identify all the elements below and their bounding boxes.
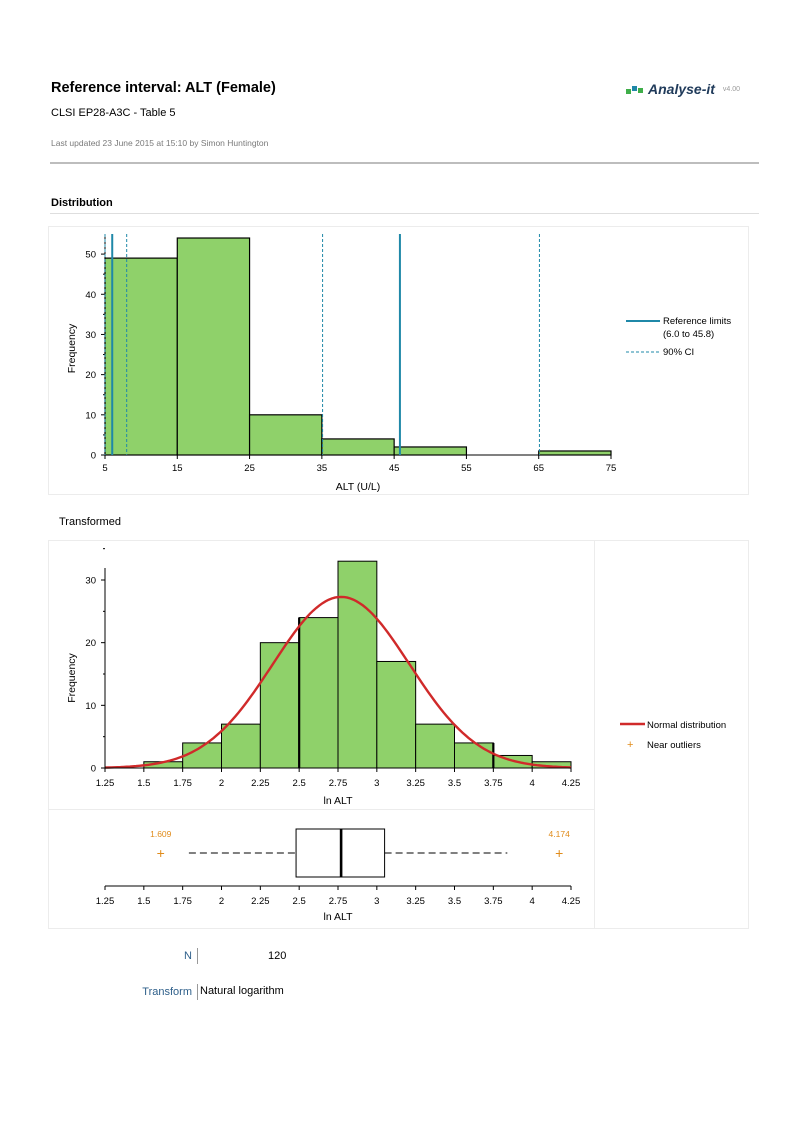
x-tick-label: 1.5 [137, 778, 150, 789]
section-divider [50, 213, 759, 214]
x-tick-label: 45 [389, 463, 400, 474]
y-tick-label: 30 [85, 576, 96, 587]
near-outlier-marker: + [555, 845, 563, 861]
histogram-bar [538, 450, 612, 456]
boxplot-x-tick-label: 2 [219, 896, 224, 907]
boxplot-x-tick-label: 2.75 [329, 896, 348, 907]
x-tick-label: 1.75 [173, 778, 192, 789]
legend-normal-label: Normal distribution [647, 720, 726, 731]
histogram-bar [337, 560, 378, 769]
header-divider [50, 162, 759, 164]
y-tick-label: 40 [85, 290, 96, 301]
stat-transform-label: Transform [142, 986, 192, 998]
legend-ci-label: 90% CI [663, 347, 694, 358]
transformed-histogram-and-boxplot: 1.25 1.5 1.75 2 2.25 2.5 2.75 3 3.25 3.5 3.75 4 4.25… [66, 548, 726, 923]
analyse-it-logo: Analyse-it v4.00 [626, 81, 740, 97]
legend-reference-range: (6.0 to 45.8) [663, 329, 714, 340]
y-tick-label: 0 [91, 451, 96, 462]
histogram-bar [176, 237, 251, 456]
y-tick-label: 30 [85, 330, 96, 341]
histogram-bar [415, 723, 455, 769]
boxplot-divider [48, 809, 594, 810]
x-tick-label: 5 [102, 463, 107, 474]
stat-n-value: 120 [268, 950, 287, 962]
boxplot-x-axis-label: ln ALT [324, 911, 354, 923]
report-title: Reference interval: ALT (Female) [51, 80, 276, 96]
histogram-bar [259, 642, 300, 769]
x-tick-label: 4 [530, 778, 535, 789]
logo-square-3 [638, 87, 643, 93]
x-tick-label: 65 [533, 463, 544, 474]
boxplot-x-tick-label: 3 [374, 896, 379, 907]
x-tick-label: 55 [461, 463, 472, 474]
x-tick-label: 2.25 [251, 778, 269, 789]
x-tick-label: 2 [219, 778, 224, 789]
histogram-bar [393, 446, 468, 456]
transformed-chart-frame [48, 540, 749, 929]
x-tick-label: 35 [317, 463, 328, 474]
y-tick-label: 20 [85, 370, 96, 381]
y-tick-label: 50 [85, 250, 96, 261]
x-tick-label: 3.25 [406, 778, 425, 789]
stat-separator [197, 948, 198, 964]
y-tick-label: 10 [85, 410, 96, 421]
y-axis-label: Frequency [66, 323, 78, 373]
legend-outlier-label: Near outliers [647, 740, 701, 751]
logo-text: Analyse-it [648, 81, 715, 97]
report-subtitle: CLSI EP28-A3C - Table 5 [51, 107, 176, 119]
distribution-chart-frame [48, 226, 749, 495]
legend-reference-label: Reference limits [663, 316, 731, 327]
histogram-bar [298, 617, 339, 769]
logo-version: v4.00 [722, 85, 741, 93]
boxplot-x-tick-label: 1.25 [96, 896, 115, 907]
logo-square-2 [632, 85, 637, 91]
histogram-bar [221, 723, 261, 769]
near-outlier-label: 1.609 [150, 829, 172, 839]
distribution-histogram: 5 15 25 35 45 55 65 75 0 10 20 30 40 50 ALT (U/L) Frequ… [66, 234, 731, 493]
x-axis-label: ln ALT [324, 795, 354, 807]
stat-transform-value: Natural logarithm [200, 985, 284, 997]
x-axis-label: ALT (U/L) [336, 481, 381, 493]
x-tick-label: 2.5 [293, 778, 306, 789]
last-updated-text: Last updated 23 June 2015 at 15:10 by Si… [51, 138, 269, 148]
x-tick-label: 3.5 [448, 778, 461, 789]
x-tick-label: 2.75 [329, 778, 348, 789]
boxplot-x-tick-label: 2.25 [251, 896, 269, 907]
x-tick-label: 1.25 [96, 778, 115, 789]
histogram-bar [321, 438, 395, 456]
boxplot-x-tick-label: 1.75 [173, 896, 192, 907]
boxplot-x-tick-label: 3.75 [484, 896, 503, 907]
boxplot-x-tick-label: 3.25 [406, 896, 425, 907]
logo-square-1 [626, 88, 631, 94]
boxplot-x-tick-label: 3.5 [448, 896, 461, 907]
x-tick-label: 3.75 [484, 778, 503, 789]
boxplot-x-tick-label: 1.5 [137, 896, 150, 907]
section-heading-transformed: Transformed [59, 516, 121, 528]
legend-divider [594, 540, 595, 929]
x-tick-label: 3 [374, 778, 379, 789]
boxplot-x-tick-label: 4.25 [562, 896, 581, 907]
legend-outlier-marker: + [627, 739, 633, 751]
near-outlier-marker: + [157, 845, 165, 861]
section-heading-distribution: Distribution [51, 197, 113, 209]
y-axis-label: Frequency [66, 652, 78, 702]
x-tick-label: 75 [606, 463, 617, 474]
x-tick-label: 15 [172, 463, 183, 474]
histogram-bar [376, 660, 417, 769]
normal-distribution-curve [104, 595, 572, 769]
y-tick-label: 0 [91, 764, 96, 775]
histogram-bar [248, 414, 323, 456]
histogram-bar [454, 742, 494, 769]
boxplot-x-tick-label: 2.5 [293, 896, 306, 907]
y-tick-label: 20 [85, 638, 96, 649]
y-tick-label: 10 [85, 701, 96, 712]
x-tick-label: 4.25 [562, 778, 581, 789]
near-outlier-label: 4.174 [549, 829, 571, 839]
stat-n-label: N [184, 950, 192, 962]
boxplot-x-tick-label: 4 [530, 896, 535, 907]
stat-separator [197, 984, 198, 1000]
histogram-bar [104, 257, 178, 456]
x-tick-label: 25 [244, 463, 255, 474]
